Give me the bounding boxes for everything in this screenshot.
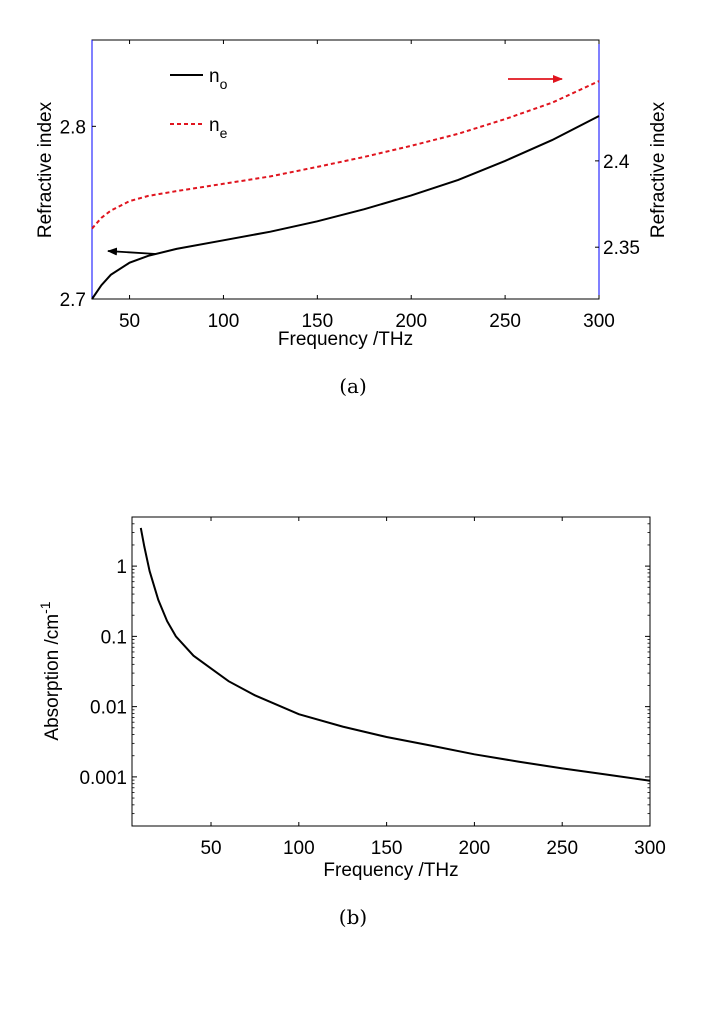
panel-b-x-tick-label: 200: [459, 838, 491, 859]
panel-a-x-tick-label: 200: [395, 311, 427, 332]
left-axis-arrow: [107, 247, 157, 256]
panel-a-series: [91, 80, 600, 300]
panel-b-y-tick-label: 0.01: [90, 698, 127, 719]
panel-a-x-tick-label: 50: [119, 311, 140, 332]
panel-b-series: [139, 527, 651, 782]
panel-b-x-tick-label: 250: [546, 838, 578, 859]
panel-a-right-y-tick-label: 2.4: [603, 152, 630, 173]
series-line-ne: [91, 80, 600, 230]
panel-b-caption: (b): [339, 905, 367, 929]
panel-b-y-tick-label: 1: [116, 557, 127, 578]
panel-a-x-axis-label: Frequency /THz: [278, 329, 413, 350]
panel-b-y-tick-label: 0.1: [101, 627, 127, 648]
panel-b-plot-frame: [131, 516, 651, 827]
panel-b-chart: 50 100 150 200 250 300 0.001 0.01 0.1 1 Frequenc…: [37, 516, 666, 929]
absorption-line: [139, 527, 651, 782]
panel-b-y-axis-label: Absorption /cm-1: [37, 601, 63, 740]
panel-a-left-y-tick-label: 2.8: [60, 117, 86, 138]
panel-b-y-tick-label: 0.001: [79, 768, 127, 789]
panel-a-x-tick-label: 150: [301, 311, 333, 332]
series-line-no: [91, 115, 600, 300]
panel-a-right-y-ticks: 2.35 2.4: [595, 152, 640, 259]
panel-a-left-y-tick-label: 2.7: [60, 290, 86, 311]
panel-a-right-y-axis-label: Refractive index: [648, 101, 669, 238]
panel-b-x-tick-label: 150: [371, 838, 403, 859]
panel-b-x-tick-label: 300: [634, 838, 666, 859]
panel-b-x-ticks: 50 100 150 200 250 300: [200, 517, 666, 859]
panel-b-y-ticks: 0.001 0.01 0.1 1: [79, 516, 650, 827]
panel-a-x-tick-label: 100: [208, 311, 240, 332]
legend-label-no: no: [209, 66, 228, 92]
panel-a-legend: no ne: [170, 66, 228, 141]
panel-b-x-tick-label: 100: [283, 838, 315, 859]
panel-a-left-y-axis-label: Refractive index: [35, 101, 56, 238]
panel-a-chart: 50 100 150 200 250 300 2.7 2.8 2.35 2.4 Frequen…: [35, 39, 669, 398]
panel-a-right-y-tick-label: 2.35: [603, 238, 640, 259]
panel-a-x-tick-label: 300: [583, 311, 615, 332]
panel-b-x-axis-label: Frequency /THz: [323, 860, 458, 881]
panel-b-x-tick-label: 50: [200, 838, 221, 859]
panel-a-x-tick-label: 250: [489, 311, 521, 332]
panel-a-caption: (a): [339, 374, 367, 398]
panel-a-left-y-ticks: 2.7 2.8: [60, 117, 96, 311]
panel-a-x-ticks: 50 100 150 200 250 300: [119, 40, 615, 332]
legend-label-ne: ne: [209, 115, 228, 141]
